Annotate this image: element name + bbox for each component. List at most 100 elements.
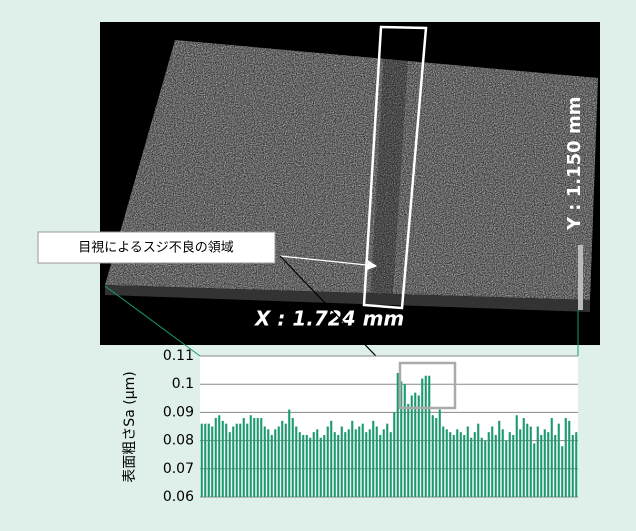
bar	[386, 424, 388, 497]
y-tick-label: 0.09	[163, 404, 194, 420]
bar	[372, 421, 374, 497]
callout-text: 目視によるスジ不良の領域	[78, 240, 234, 256]
bar	[211, 427, 213, 498]
bar	[390, 432, 392, 497]
bar	[561, 446, 563, 497]
bar	[309, 438, 311, 497]
bar	[425, 376, 427, 497]
bar	[526, 424, 528, 497]
bar	[323, 435, 325, 497]
bar	[449, 432, 451, 497]
bar	[523, 418, 525, 497]
bar	[337, 435, 339, 497]
bar	[558, 424, 560, 497]
bar	[267, 429, 269, 497]
bar	[306, 435, 308, 497]
bar	[428, 376, 430, 497]
bar	[512, 435, 514, 497]
bar	[540, 435, 542, 497]
bar	[260, 418, 262, 497]
color-scale	[578, 245, 583, 310]
bar	[502, 429, 504, 497]
bar	[295, 427, 297, 498]
bar	[313, 432, 315, 497]
bar	[467, 427, 469, 498]
bar	[358, 427, 360, 498]
bar	[264, 427, 266, 498]
x-dimension: X : 1.724 mm	[253, 307, 404, 331]
bar	[288, 410, 290, 497]
bar	[481, 438, 483, 497]
bar	[274, 429, 276, 497]
bar	[281, 421, 283, 497]
bar	[519, 429, 521, 497]
bar	[474, 432, 476, 497]
y-dimension: Y : 1.150 mm	[564, 97, 585, 231]
bar	[334, 432, 336, 497]
bar	[369, 429, 371, 497]
bar	[484, 441, 486, 497]
bar	[379, 435, 381, 497]
bar	[236, 424, 238, 497]
bar	[470, 438, 472, 497]
bar	[327, 427, 329, 498]
bar	[383, 429, 385, 497]
bar	[435, 418, 437, 497]
bar	[344, 432, 346, 497]
y-axis-title: 表面粗さSa (μm)	[122, 371, 138, 482]
bar	[348, 429, 350, 497]
bar	[229, 432, 231, 497]
bar	[544, 429, 546, 497]
bar	[456, 429, 458, 497]
y-tick-label: 0.06	[163, 489, 194, 505]
bar	[302, 435, 304, 497]
bar	[250, 415, 252, 497]
bar	[509, 432, 511, 497]
bar	[498, 421, 500, 497]
bar	[365, 432, 367, 497]
bar	[355, 429, 357, 497]
bar	[453, 435, 455, 497]
bar	[330, 421, 332, 497]
y-tick-label: 0.1	[172, 376, 194, 392]
bar	[516, 415, 518, 497]
bar	[446, 429, 448, 497]
bar	[218, 415, 220, 497]
bar	[575, 432, 577, 497]
bar	[547, 432, 549, 497]
y-tick-label: 0.11	[163, 348, 194, 364]
bar	[397, 373, 399, 497]
bar	[495, 435, 497, 497]
figure: X : 1.724 mm Y : 1.150 mm 目視によるスジ不良の領域 表…	[0, 0, 636, 531]
bar	[477, 424, 479, 497]
bar	[376, 427, 378, 498]
bar	[439, 410, 441, 497]
bar	[246, 424, 248, 497]
bar	[351, 421, 353, 497]
bar	[292, 418, 294, 497]
bar	[530, 427, 532, 498]
bar	[404, 384, 406, 497]
bar	[299, 432, 301, 497]
bar	[442, 427, 444, 498]
y-tick-label: 0.07	[163, 461, 194, 477]
y-tick-label: 0.08	[163, 433, 194, 449]
bar	[568, 421, 570, 497]
bar	[201, 424, 203, 497]
bar	[243, 418, 245, 497]
bar	[253, 418, 255, 497]
bar	[362, 424, 364, 497]
bar	[239, 424, 241, 497]
bar	[463, 435, 465, 497]
bar	[393, 412, 395, 497]
bar	[565, 418, 567, 497]
bar	[215, 418, 217, 497]
bar	[572, 435, 574, 497]
bar	[271, 435, 273, 497]
bar	[407, 404, 409, 497]
bar	[278, 427, 280, 498]
bar	[488, 432, 490, 497]
bar	[421, 379, 423, 497]
bar	[208, 424, 210, 497]
bar	[232, 427, 234, 498]
